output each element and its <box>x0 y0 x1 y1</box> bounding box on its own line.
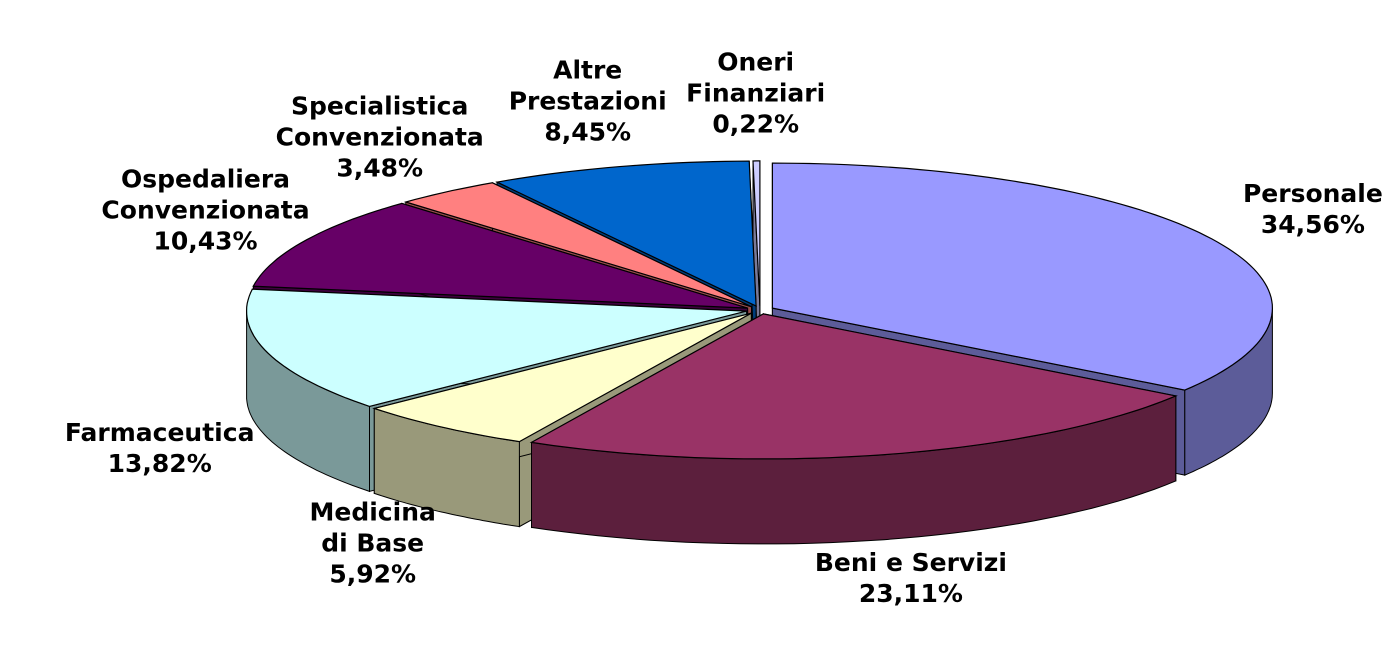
slice-label: Altre Prestazioni 8,45% <box>509 54 667 147</box>
value-label: 0,22% <box>712 109 800 138</box>
slice-label: Personale 34,56% <box>1243 178 1383 240</box>
category-label: Altre Prestazioni <box>508 55 667 116</box>
slice <box>495 160 757 308</box>
slice-label: Specialistica Convenzionata 3,48% <box>276 91 484 184</box>
value-label: 34,56% <box>1260 209 1365 239</box>
category-label: Specialistica Convenzionata <box>275 91 484 152</box>
slice <box>252 202 748 309</box>
slice-label: Oneri Finanziari 0,22% <box>686 46 825 139</box>
slice <box>372 312 752 443</box>
slice <box>403 182 752 308</box>
slice <box>529 313 1178 460</box>
category-label: Medicina di Base <box>309 497 436 558</box>
slice-label: Medicina di Base 5,92% <box>310 497 436 590</box>
slice-label: Beni e Servizi 23,11% <box>815 547 1007 609</box>
category-label: Farmaceutica <box>64 417 255 447</box>
category-label: Personale <box>1242 178 1383 208</box>
category-label: Oneri Finanziari <box>686 47 826 107</box>
slice-label: Farmaceutica 13,82% <box>65 417 255 479</box>
value-label: 23,11% <box>858 578 963 608</box>
value-label: 13,82% <box>107 448 212 478</box>
value-label: 8,45% <box>544 117 632 147</box>
slice <box>752 160 761 306</box>
category-label: Ospedaliera Convenzionata <box>101 164 310 225</box>
slice <box>771 162 1274 391</box>
slice <box>245 288 747 408</box>
value-label: 10,43% <box>153 226 258 256</box>
category-label: Beni e Servizi <box>814 547 1007 577</box>
value-label: 5,92% <box>329 559 417 589</box>
slice-label: Ospedaliera Convenzionata 10,43% <box>101 163 309 256</box>
value-label: 3,48% <box>336 153 424 183</box>
